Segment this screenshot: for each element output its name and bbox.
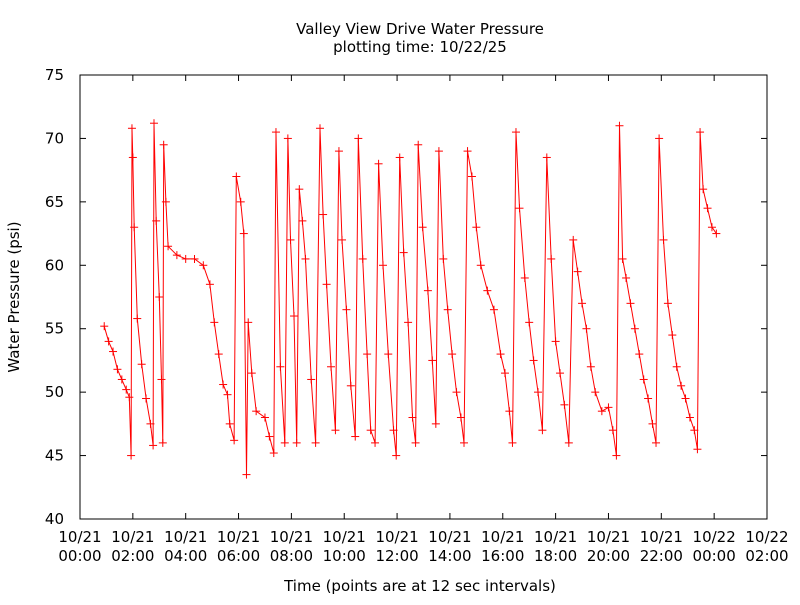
chart-subtitle: plotting time: 10/22/25 [333,38,507,56]
x-tick-time-label: 14:00 [428,547,471,565]
y-tick-label: 75 [45,66,64,84]
x-tick-date-label: 10/21 [270,528,313,546]
x-tick-time-label: 22:00 [640,547,683,565]
x-tick-date-label: 10/21 [481,528,524,546]
x-tick-date-label: 10/21 [58,528,101,546]
x-tick-date-label: 10/21 [217,528,260,546]
y-tick-label: 50 [45,383,64,401]
x-tick-time-label: 06:00 [217,547,260,565]
y-tick-label: 40 [45,510,64,528]
x-tick-date-label: 10/21 [323,528,366,546]
y-tick-label: 65 [45,193,64,211]
x-tick-time-label: 18:00 [534,547,577,565]
x-tick-time-label: 10:00 [323,547,366,565]
y-tick-label: 60 [45,256,64,274]
y-axis-label: Water Pressure (psi) [5,221,23,372]
x-tick-time-label: 16:00 [481,547,524,565]
y-tick-label: 55 [45,320,64,338]
x-tick-date-label: 10/21 [164,528,207,546]
x-axis-label: Time (points are at 12 sec intervals) [283,577,556,595]
x-tick-time-label: 08:00 [270,547,313,565]
y-tick-label: 45 [45,447,64,465]
x-tick-date-label: 10/21 [640,528,683,546]
x-tick-date-label: 10/22 [693,528,736,546]
x-tick-date-label: 10/21 [428,528,471,546]
x-tick-time-label: 02:00 [111,547,154,565]
x-tick-time-label: 00:00 [58,547,101,565]
x-tick-time-label: 00:00 [693,547,736,565]
y-tick-label: 70 [45,129,64,147]
x-tick-time-label: 20:00 [587,547,630,565]
x-tick-time-label: 02:00 [745,547,788,565]
x-tick-date-label: 10/21 [534,528,577,546]
x-tick-date-label: 10/21 [375,528,418,546]
chart-title: Valley View Drive Water Pressure [296,20,544,38]
x-tick-date-label: 10/21 [587,528,630,546]
x-tick-date-label: 10/21 [111,528,154,546]
x-tick-date-label: 10/22 [745,528,788,546]
x-tick-time-label: 12:00 [375,547,418,565]
x-tick-time-label: 04:00 [164,547,207,565]
